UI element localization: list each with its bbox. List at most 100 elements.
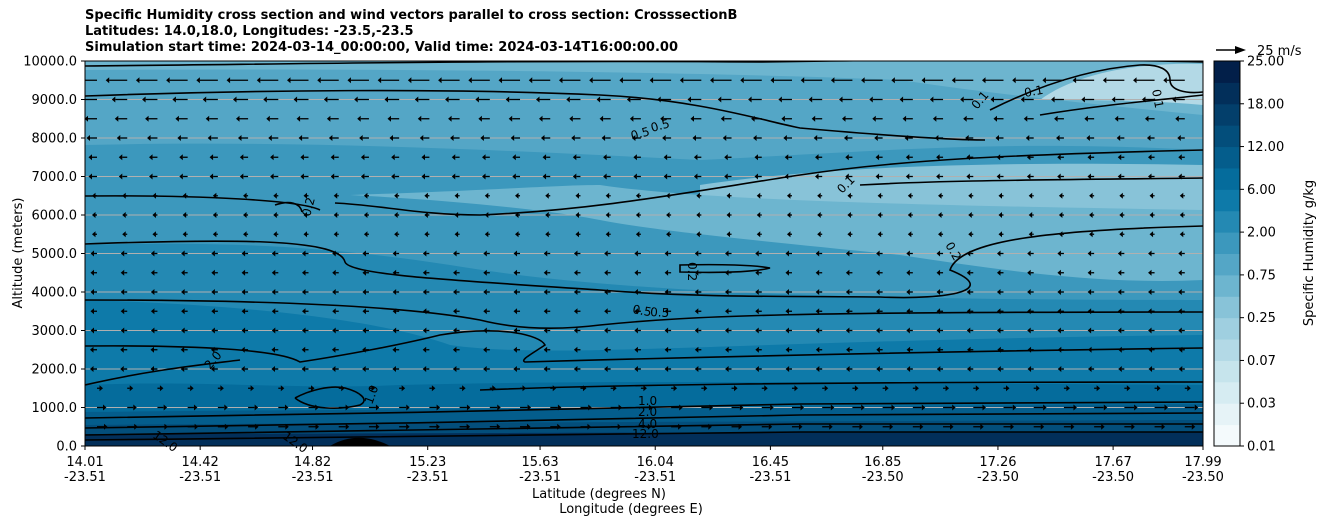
wind-arrow-head	[906, 346, 911, 353]
wind-arrow-head	[241, 366, 245, 372]
contour-lines	[85, 61, 1203, 441]
wind-arrow-head	[453, 289, 457, 295]
wind-arrow-head	[891, 77, 895, 84]
wind-arrow-head	[122, 192, 126, 199]
wind-arrow	[573, 327, 581, 334]
wind-arrow-head	[515, 212, 519, 218]
wind-arrow	[610, 385, 617, 392]
wind-arrow-head	[1148, 173, 1152, 180]
wind-arrow	[852, 404, 865, 411]
wind-arrow-head	[726, 212, 731, 218]
x-tick-label-lat: 16.85	[864, 455, 901, 470]
wind-arrow	[575, 231, 581, 238]
wind-arrow-head	[725, 308, 729, 315]
wind-arrow-head	[764, 385, 768, 392]
wind-arrow-head	[134, 423, 138, 430]
wind-arrow	[445, 96, 460, 103]
wind-arrow	[694, 308, 702, 315]
wind-arrow	[212, 192, 218, 199]
wind-arrow-head	[929, 96, 934, 103]
wind-arrow-head	[392, 327, 397, 334]
wind-arrow	[1028, 192, 1034, 199]
wind-arrow	[120, 346, 128, 353]
wind-arrow	[202, 96, 218, 103]
wind-arrow	[847, 192, 853, 199]
wind-arrow	[515, 192, 521, 199]
wind-arrow-head	[270, 173, 274, 180]
wind-arrow-head	[965, 135, 969, 141]
wind-arrow-head	[1057, 154, 1061, 161]
wind-arrow	[936, 269, 944, 276]
wind-arrow	[453, 308, 460, 315]
x-tick-label-lat: 17.67	[1095, 455, 1132, 470]
title-line-1: Specific Humidity cross section and wind…	[85, 8, 738, 23]
wind-arrow-head	[543, 269, 548, 276]
wind-arrow-head	[906, 289, 910, 295]
wind-arrow-head	[92, 192, 96, 199]
wind-arrow-head	[163, 404, 168, 411]
wind-arrow	[1124, 404, 1138, 411]
wind-arrow	[634, 327, 641, 334]
wind-arrow-head	[1087, 250, 1092, 257]
wind-arrow	[1154, 404, 1168, 411]
wind-arrow-head	[1056, 135, 1060, 141]
wind-arrow	[966, 154, 974, 161]
wind-arrow	[1027, 250, 1034, 257]
wind-arrow	[149, 154, 158, 161]
wind-arrow-head	[363, 192, 368, 199]
colorbar-tick-label: 0.25	[1247, 311, 1276, 326]
wind-arrow-head	[150, 308, 155, 315]
wind-arrow-head	[1027, 346, 1032, 353]
wind-arrow	[453, 289, 460, 295]
wind-arrow-head	[103, 404, 107, 411]
wind-arrow	[1003, 423, 1014, 430]
wind-arrow-head	[540, 135, 545, 141]
wind-arrow-head	[694, 308, 699, 315]
wind-arrow-head	[212, 231, 217, 238]
wind-arrow	[209, 173, 218, 180]
wind-arrow	[906, 366, 913, 372]
wind-arrow	[120, 289, 128, 295]
wind-arrow-head	[150, 269, 155, 276]
wind-arrow-head	[483, 346, 487, 353]
wind-arrow	[634, 269, 641, 276]
wind-arrow	[273, 212, 279, 218]
wind-arrow-head	[876, 269, 880, 276]
wind-arrow	[1033, 385, 1040, 392]
wind-arrow-head	[210, 346, 215, 353]
wind-arrow	[505, 96, 521, 103]
wind-arrow	[85, 98, 97, 101]
wind-arrow-head	[1025, 135, 1030, 141]
wind-arrow-head	[905, 154, 910, 161]
wind-arrow	[394, 231, 400, 238]
wind-arrow-head	[332, 327, 336, 334]
wind-arrow-head	[687, 96, 691, 103]
wind-arrow-head	[301, 366, 306, 372]
wind-arrow	[755, 366, 762, 372]
wind-arrow	[391, 173, 400, 180]
wind-arrow	[459, 423, 471, 430]
wind-arrow-head	[815, 327, 820, 334]
wind-arrow	[127, 423, 138, 430]
wind-arrow	[187, 385, 194, 392]
wind-arrow-head	[333, 212, 338, 218]
wind-arrow-head	[422, 289, 427, 295]
wind-arrow	[157, 404, 168, 411]
wind-arrow	[354, 96, 369, 103]
wind-arrow	[211, 250, 218, 257]
wind-arrow	[875, 154, 883, 161]
wind-arrow	[271, 250, 279, 257]
wind-arrow	[791, 404, 805, 411]
wind-arrow-head	[1141, 96, 1146, 103]
colorbar-label: Specific Humidity g/kg	[1302, 180, 1317, 326]
wind-arrow-head	[755, 366, 759, 372]
wind-arrow	[182, 192, 188, 199]
wind-arrow-head	[90, 250, 94, 257]
wind-arrow	[846, 346, 853, 353]
wind-arrow	[528, 77, 551, 84]
wind-arrow-head	[1023, 115, 1028, 122]
wind-arrow	[422, 308, 430, 315]
wind-arrow-head	[241, 346, 245, 353]
wind-arrow-head	[634, 327, 638, 334]
wind-arrow	[604, 269, 611, 276]
